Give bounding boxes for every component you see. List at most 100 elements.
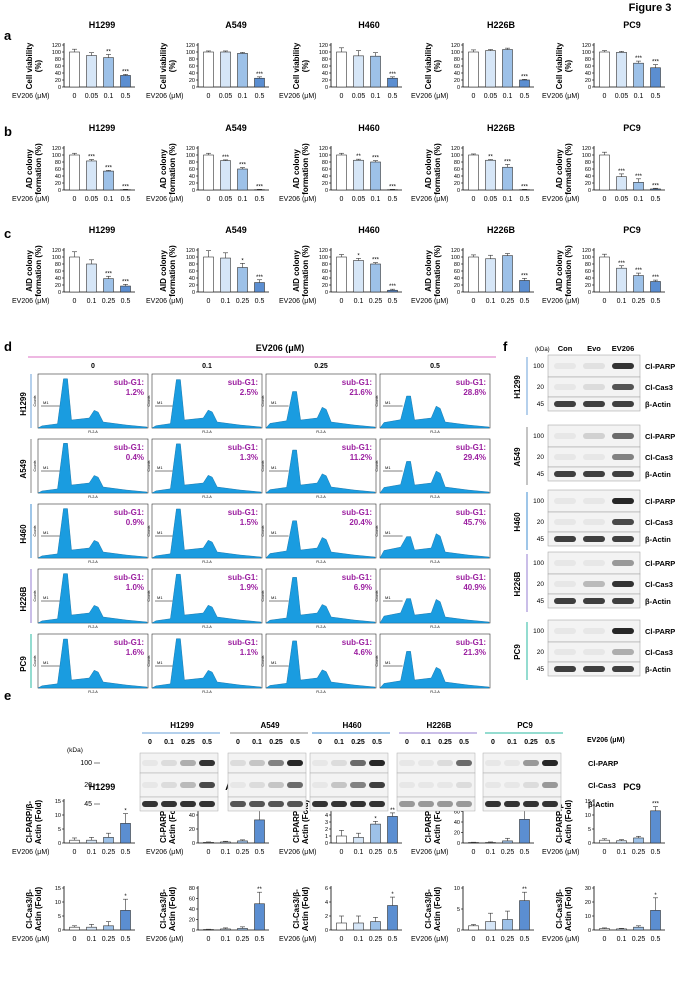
x-tick-label: 0.5 <box>255 196 265 203</box>
blot-f-band <box>554 560 576 566</box>
x-tick-label: 0.5 <box>388 298 398 305</box>
x-axis-ev-label: EV206 (μM) <box>542 298 580 305</box>
x-tick-label: 0.5 <box>651 196 661 203</box>
blot-e-protein-label: Cl-PARP <box>588 759 618 768</box>
blot-e-band <box>312 801 328 807</box>
y-axis-label-line: AID colony <box>25 250 34 292</box>
y-axis-label: AID colonyformation (%) <box>292 245 310 297</box>
y-axis-label-line: AD colony <box>159 149 168 189</box>
histogram-y-label: Counts <box>261 395 265 406</box>
blot-e-membrane <box>482 796 562 812</box>
blot-f-band <box>554 384 576 390</box>
y-axis-label-line: Cl-PARP/β- <box>25 801 34 843</box>
blot-e-band <box>230 760 246 766</box>
y-tick-label: 20 <box>585 78 591 84</box>
flow-histogram: M1 sub-G1:20.4% FL2-A Counts <box>261 503 377 564</box>
histogram-y-label: Counts <box>33 395 37 406</box>
flow-dose-label: 0.25 <box>314 363 328 370</box>
blot-e-marker: 45 <box>84 801 92 808</box>
flow-row-label: H460 <box>19 524 28 544</box>
bar <box>616 928 627 931</box>
blot-e-band <box>249 760 265 766</box>
x-tick-label: 0.25 <box>102 936 116 943</box>
y-tick-label: 100 <box>582 153 591 159</box>
significance-mark: * <box>124 809 127 815</box>
x-tick-label: 0 <box>340 93 344 100</box>
y-tick-label: 5 <box>588 827 591 833</box>
m1-gate-label: M1 <box>43 400 49 405</box>
y-tick-label: 0 <box>457 928 460 934</box>
x-tick-label: 0.1 <box>354 936 364 943</box>
m1-gate-label: M1 <box>157 660 163 665</box>
blot-f-band <box>612 536 634 542</box>
blot-e-band <box>287 782 303 788</box>
blot-e-band <box>369 760 385 766</box>
histogram-x-label: FL2-A <box>202 560 212 564</box>
significance-mark: * <box>374 816 377 822</box>
y-tick-label: 60 <box>189 64 195 70</box>
histogram-x-label: FL2-A <box>316 560 326 564</box>
bar <box>485 921 496 931</box>
blot-f-column-label: Evo <box>587 344 601 353</box>
blot-f-band <box>583 384 605 390</box>
y-tick-label: 60 <box>585 64 591 70</box>
blot-f-band <box>554 401 576 407</box>
y-axis-label-line: (%) <box>34 59 43 72</box>
x-tick-label: 0.1 <box>617 298 627 305</box>
y-axis-label-line: AD colony <box>555 149 564 189</box>
histogram-fill <box>265 577 376 624</box>
subg1-value: 1.3% <box>240 453 258 462</box>
significance-mark: *** <box>521 273 529 279</box>
x-axis-ev-label: EV206 (μM) <box>411 93 449 100</box>
y-tick-label: 80 <box>189 262 195 268</box>
blot-e-ev206-label: EV206 (μM) <box>587 737 625 744</box>
blot-f-band <box>583 519 605 525</box>
panel-a-label: a <box>4 28 12 43</box>
significance-mark: ** <box>106 49 111 55</box>
y-axis-label-line: formation (%) <box>301 143 310 195</box>
x-tick-label: 0.1 <box>354 849 364 856</box>
y-axis-label: AD colonyformation (%) <box>292 143 310 195</box>
y-axis-label: Cell viability(%) <box>25 42 43 89</box>
histogram-x-label: FL2-A <box>316 690 326 694</box>
blot-e-band <box>161 801 177 807</box>
bar <box>103 57 114 88</box>
blot-f-protein-label: Cl-Cas3 <box>645 518 673 527</box>
x-tick-label: 0.1 <box>221 936 231 943</box>
y-axis-label: AD colonyformation (%) <box>25 143 43 195</box>
blot-e-band <box>199 760 215 766</box>
x-tick-label: 0.05 <box>85 93 99 100</box>
bar <box>254 282 265 293</box>
significance-mark: *** <box>222 155 230 161</box>
significance-mark: *** <box>389 72 397 78</box>
significance-mark: *** <box>521 184 529 190</box>
blot-e-band <box>456 782 472 788</box>
y-tick-label: 120 <box>582 43 591 49</box>
blot-f-band <box>554 666 576 672</box>
bar <box>387 905 398 931</box>
x-axis-ev-label: EV206 (μM) <box>411 298 449 305</box>
bar <box>336 922 347 931</box>
x-tick-label: 0.1 <box>617 849 627 856</box>
x-axis-ev-label: EV206 (μM) <box>12 196 50 203</box>
histogram-fill <box>265 391 376 429</box>
blot-e-band <box>268 760 284 766</box>
bar <box>370 161 381 191</box>
chart-title: PC9 <box>623 123 641 133</box>
subg1-value: 2.5% <box>240 388 258 397</box>
blot-f-band <box>612 401 634 407</box>
x-tick-label: 0.05 <box>85 196 99 203</box>
blot-f-band <box>612 519 634 525</box>
x-tick-label: 0 <box>472 93 476 100</box>
y-tick-label: 60 <box>322 167 328 173</box>
blot-f-band <box>583 581 605 587</box>
y-tick-label: 0 <box>325 841 328 847</box>
y-axis-label-line: Cl-Cas3/β- <box>555 889 564 929</box>
y-tick-label: 120 <box>451 248 460 254</box>
y-tick-label: 100 <box>52 153 61 159</box>
subg1-label: sub-G1: <box>342 638 372 647</box>
y-tick-label: 0 <box>58 188 61 194</box>
y-axis-label: Cl-Cas3/β-Actin (Fold) <box>555 886 573 931</box>
x-tick-label: 0.5 <box>121 93 131 100</box>
